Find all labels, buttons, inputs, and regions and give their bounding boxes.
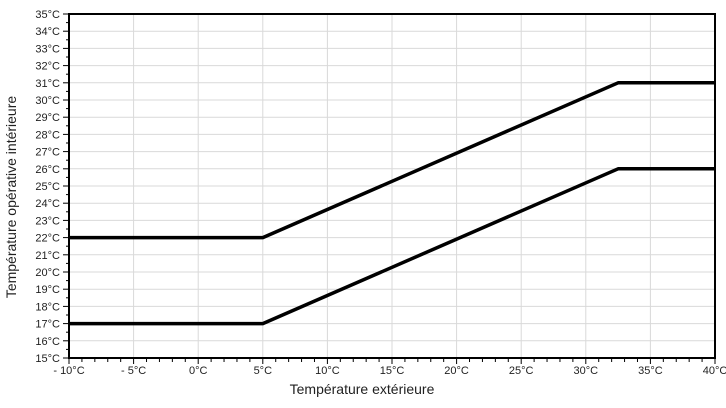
y-tick-label: 33°C — [35, 43, 60, 55]
x-axis-title: Température extérieure — [290, 381, 435, 397]
y-tick-label: 19°C — [35, 284, 60, 296]
y-tick-label: 15°C — [35, 353, 60, 365]
y-tick-label: 17°C — [35, 319, 60, 331]
y-tick-label: 29°C — [35, 112, 60, 124]
y-tick-label: 20°C — [35, 267, 60, 279]
y-tick-label: 21°C — [35, 250, 60, 262]
y-tick-label: 32°C — [35, 61, 60, 73]
y-tick-label: 28°C — [35, 129, 60, 141]
y-tick-label: 27°C — [35, 147, 60, 159]
series-line-upper-limit — [69, 81, 715, 240]
y-tick-label: 18°C — [35, 301, 60, 313]
plot-border — [68, 13, 716, 359]
x-tick-label: - 10°C — [53, 365, 84, 377]
y-axis-title: Température opérative intérieure — [3, 96, 19, 299]
tick-label-layer: - 10°C - 5°C 0°C 5°C 10°C 15°C 20°C 25°C 30°C 35°… — [35, 9, 726, 377]
x-tick-label: 10°C — [315, 365, 340, 377]
x-tick-label: 15°C — [380, 365, 405, 377]
y-tick-label: 35°C — [35, 9, 60, 21]
y-tick-label: 16°C — [35, 336, 60, 348]
x-tick-label: 5°C — [254, 365, 273, 377]
series-line-lower-limit — [69, 167, 715, 326]
y-tick-label: 26°C — [35, 164, 60, 176]
series-layer — [69, 81, 715, 326]
y-tick-label: 25°C — [35, 181, 60, 193]
y-tick-label: 22°C — [35, 233, 60, 245]
x-tick-label: 35°C — [638, 365, 663, 377]
y-tick-label: 34°C — [35, 26, 60, 38]
y-tick-label: 23°C — [35, 215, 60, 227]
x-tick-label: 40°C — [703, 365, 726, 377]
x-tick-label: 20°C — [444, 365, 469, 377]
y-tick-label: 31°C — [35, 78, 60, 90]
axis-layer — [68, 13, 716, 359]
y-tick-label: 30°C — [35, 95, 60, 107]
x-tick-label: 30°C — [574, 365, 599, 377]
tick-layer — [63, 13, 716, 364]
x-tick-label: 25°C — [509, 365, 534, 377]
x-tick-label: 0°C — [189, 365, 208, 377]
x-tick-label: - 5°C — [121, 365, 146, 377]
y-tick-label: 24°C — [35, 198, 60, 210]
grid-layer — [69, 14, 715, 358]
